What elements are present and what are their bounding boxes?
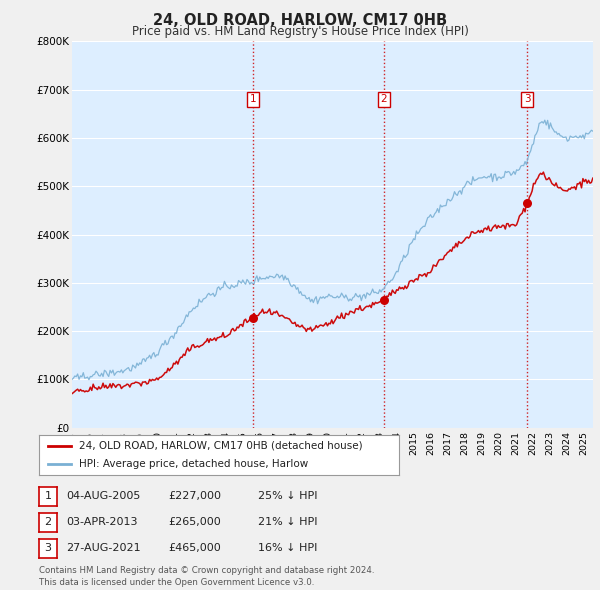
Text: 04-AUG-2005: 04-AUG-2005: [66, 491, 140, 501]
Text: 1: 1: [250, 94, 256, 104]
Text: £265,000: £265,000: [168, 517, 221, 527]
Text: £465,000: £465,000: [168, 543, 221, 553]
Text: 3: 3: [524, 94, 530, 104]
Text: 3: 3: [44, 543, 52, 553]
Text: 24, OLD ROAD, HARLOW, CM17 0HB (detached house): 24, OLD ROAD, HARLOW, CM17 0HB (detached…: [79, 441, 362, 451]
Text: 2: 2: [380, 94, 387, 104]
Text: HPI: Average price, detached house, Harlow: HPI: Average price, detached house, Harl…: [79, 459, 308, 469]
Text: Price paid vs. HM Land Registry's House Price Index (HPI): Price paid vs. HM Land Registry's House …: [131, 25, 469, 38]
Text: £227,000: £227,000: [168, 491, 221, 501]
Text: 21% ↓ HPI: 21% ↓ HPI: [258, 517, 317, 527]
Text: 25% ↓ HPI: 25% ↓ HPI: [258, 491, 317, 501]
Text: Contains HM Land Registry data © Crown copyright and database right 2024.
This d: Contains HM Land Registry data © Crown c…: [39, 566, 374, 587]
Text: 27-AUG-2021: 27-AUG-2021: [66, 543, 140, 553]
Text: 2: 2: [44, 517, 52, 527]
Text: 03-APR-2013: 03-APR-2013: [66, 517, 137, 527]
Text: 24, OLD ROAD, HARLOW, CM17 0HB: 24, OLD ROAD, HARLOW, CM17 0HB: [153, 13, 447, 28]
Text: 1: 1: [44, 491, 52, 501]
Text: 16% ↓ HPI: 16% ↓ HPI: [258, 543, 317, 553]
